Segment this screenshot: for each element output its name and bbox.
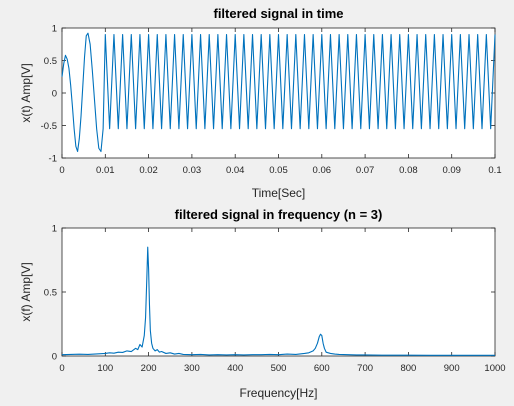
y-tick-label: -0.5 [41, 121, 57, 132]
y-tick-label: 0 [52, 89, 57, 100]
y-tick-label: 1 [52, 24, 57, 35]
y-tick-label: 0 [52, 352, 57, 363]
x-tick-label: 0.05 [269, 165, 288, 176]
x-tick-label: 0.09 [442, 165, 461, 176]
plot-area [61, 27, 496, 159]
series-line-0 [61, 246, 495, 356]
x-tick-label: 0.1 [488, 165, 501, 176]
y-axis-label: x(t) Amp[V] [19, 63, 33, 122]
x-tick-label: 0 [59, 165, 64, 176]
x-axis-label: Frequency[Hz] [239, 386, 317, 400]
x-tick-label: 900 [444, 363, 460, 374]
y-tick-label: 1 [52, 224, 57, 235]
x-tick-label: 200 [141, 363, 157, 374]
x-tick-label: 0.02 [139, 165, 158, 176]
series-line-0 [61, 32, 496, 153]
x-tick-label: 0.08 [399, 165, 418, 176]
x-tick-label: 0.06 [313, 165, 332, 176]
x-tick-label: 800 [400, 363, 416, 374]
x-tick-label: 300 [184, 363, 200, 374]
chart-title: filtered signal in frequency (n = 3) [175, 207, 383, 222]
x-axis-label: Time[Sec] [252, 186, 306, 200]
plot-area [61, 227, 496, 357]
y-tick-label: 0.5 [44, 288, 57, 299]
y-tick-label: 0.5 [44, 56, 57, 67]
x-tick-label: 0 [59, 363, 64, 374]
x-tick-label: 0.04 [226, 165, 245, 176]
frequency-domain-chart: 0 100 200 300 400 500 600 700 800 900 1000 0 0.5 1 fil… [19, 207, 506, 400]
x-tick-label: 500 [271, 363, 287, 374]
x-tick-label: 600 [314, 363, 330, 374]
y-tick-label: -1 [49, 154, 57, 165]
x-tick-label: 1000 [484, 363, 505, 374]
time-domain-chart: 0 0.01 0.02 0.03 0.04 0.05 0.06 0.07 0.08 0.09 0.1… [19, 6, 502, 200]
x-tick-label: 0.01 [96, 165, 115, 176]
y-axis-label: x(f) Amp[V] [19, 262, 33, 321]
x-tick-label: 100 [97, 363, 113, 374]
chart-title: filtered signal in time [213, 6, 343, 21]
x-tick-label: 700 [357, 363, 373, 374]
x-tick-label: 400 [227, 363, 243, 374]
x-tick-label: 0.07 [356, 165, 375, 176]
x-tick-label: 0.03 [183, 165, 202, 176]
